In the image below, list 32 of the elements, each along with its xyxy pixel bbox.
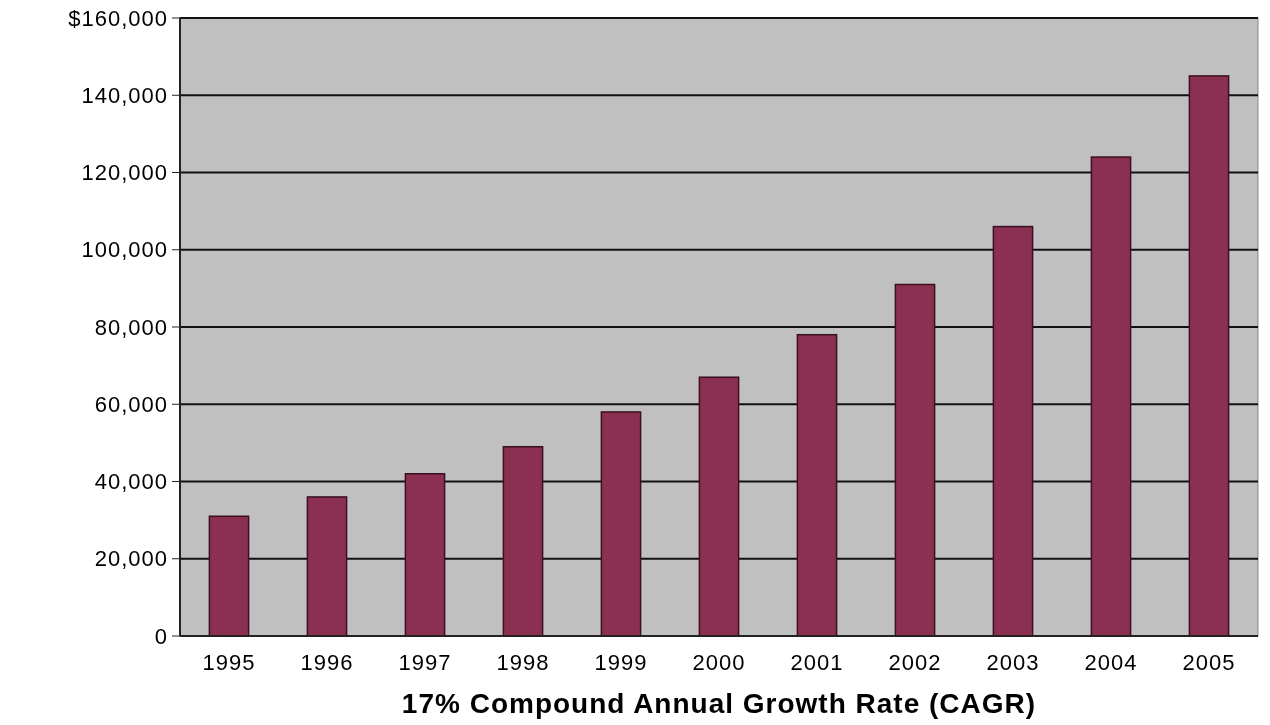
x-tick-label: 2003 [986, 650, 1040, 675]
x-tick-label: 2001 [790, 650, 844, 675]
y-tick-label: 100,000 [81, 237, 168, 263]
x-tick-label: 2000 [692, 650, 746, 675]
x-tick-label: 2002 [888, 650, 942, 675]
y-tick-label: 140,000 [81, 82, 168, 108]
bar [992, 225, 1034, 637]
x-tick-label: 1996 [300, 650, 354, 675]
x-tick-label: 1998 [496, 650, 550, 675]
y-tick-label: 0 [154, 623, 168, 649]
x-axis-title: 17% Compound Annual Growth Rate (CAGR) [401, 688, 1037, 719]
bar [1188, 75, 1230, 637]
y-tick-label: 80,000 [94, 314, 168, 340]
x-tick-label: 1997 [398, 650, 452, 675]
bar [698, 376, 740, 637]
bar [1090, 156, 1132, 637]
bar [796, 333, 838, 637]
bar [894, 283, 936, 637]
y-tick-label: 20,000 [94, 546, 168, 572]
x-tick-label: 2005 [1182, 650, 1236, 675]
bar [404, 473, 446, 637]
x-tick-label: 2004 [1084, 650, 1138, 675]
bar [208, 515, 250, 637]
x-tick-label: 1999 [594, 650, 648, 675]
bar [502, 445, 544, 637]
bar [600, 411, 642, 637]
y-tick-label: 60,000 [94, 391, 168, 417]
y-tick-label: 40,000 [94, 469, 168, 495]
x-tick-label: 1995 [202, 650, 256, 675]
y-tick-label: $160,000 [68, 5, 168, 31]
bar [306, 496, 348, 637]
y-tick-label: 120,000 [81, 160, 168, 186]
